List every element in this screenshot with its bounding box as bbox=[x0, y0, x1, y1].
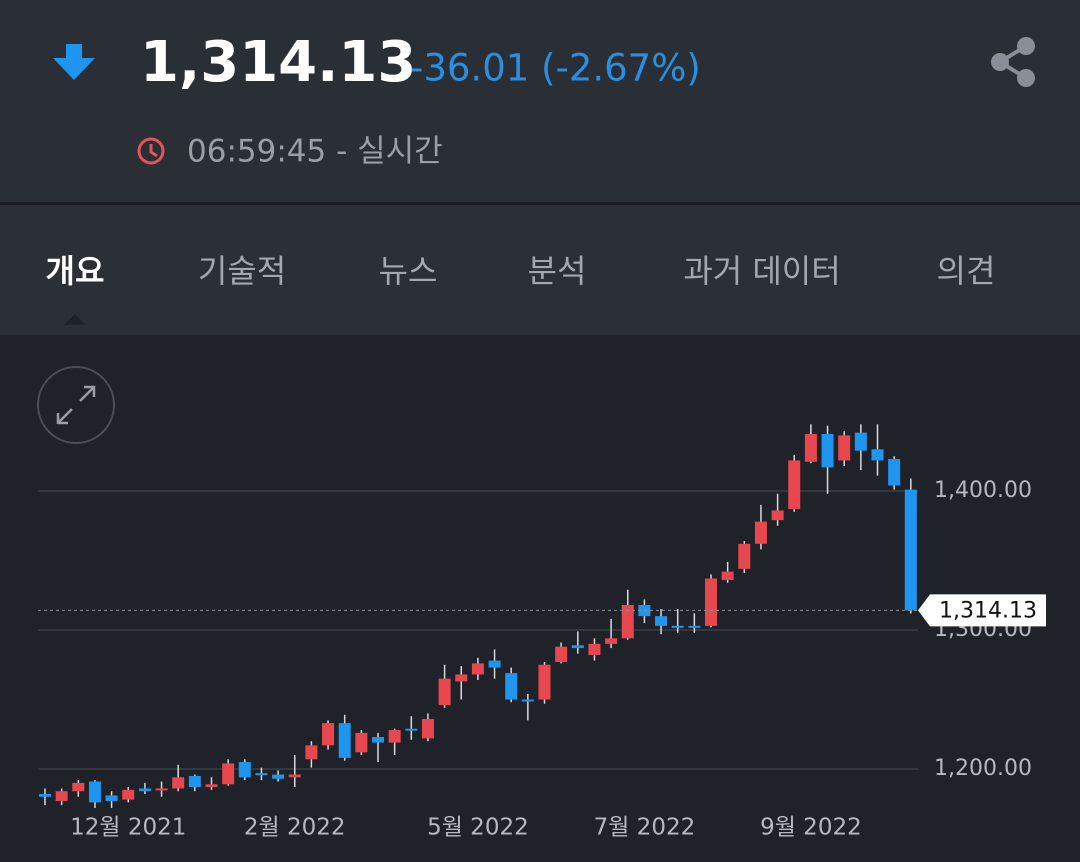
candle-body bbox=[854, 432, 867, 451]
candle-body bbox=[738, 543, 751, 569]
candle-body bbox=[521, 699, 534, 702]
candle-body bbox=[72, 782, 85, 792]
last-price-label: 1,314.13 bbox=[939, 598, 1037, 623]
candle-body bbox=[804, 434, 817, 462]
candle-body bbox=[771, 510, 784, 521]
candle-body bbox=[904, 489, 917, 611]
candle-body bbox=[238, 762, 251, 778]
active-tab-indicator bbox=[64, 314, 86, 325]
candle-body bbox=[172, 777, 185, 789]
candle-body bbox=[888, 459, 901, 486]
timestamp: 06:59:45 - 실시간 bbox=[187, 134, 443, 170]
clock-face bbox=[137, 137, 165, 165]
candle-body bbox=[421, 718, 434, 739]
candle-body bbox=[322, 723, 335, 746]
candle-body bbox=[455, 674, 468, 682]
tab[interactable]: 뉴스 bbox=[379, 252, 438, 290]
expand-arrows bbox=[56, 385, 96, 425]
candle-body bbox=[272, 774, 285, 779]
share-dot bbox=[991, 53, 1009, 71]
last-price-box bbox=[918, 594, 1046, 627]
candle-body bbox=[222, 763, 235, 785]
y-tick-label: 1,400.00 bbox=[934, 478, 1032, 503]
candle-body bbox=[138, 788, 151, 792]
candle-body bbox=[571, 645, 584, 649]
x-tick-label: 7월 2022 bbox=[594, 815, 696, 841]
candle-body bbox=[838, 435, 851, 461]
candle-body bbox=[488, 660, 501, 668]
tab[interactable]: 과거 데이터 bbox=[683, 252, 840, 290]
candle-body bbox=[305, 745, 318, 760]
candle-body bbox=[405, 728, 418, 731]
candle-body bbox=[39, 794, 51, 797]
candle-body bbox=[372, 737, 384, 743]
candle-body bbox=[671, 625, 684, 628]
expand-circle bbox=[37, 366, 115, 444]
x-tick-label: 5월 2022 bbox=[427, 815, 529, 841]
candle-body bbox=[821, 434, 834, 468]
candle-body bbox=[188, 775, 201, 788]
y-tick-label: 1,200.00 bbox=[934, 756, 1032, 781]
candle-body bbox=[438, 678, 451, 706]
candle-body bbox=[205, 784, 218, 788]
tab[interactable]: 개요 bbox=[46, 252, 105, 290]
candle-body bbox=[655, 616, 668, 626]
candle-body bbox=[754, 521, 767, 544]
candle-body bbox=[105, 795, 118, 801]
candle-body bbox=[621, 604, 634, 639]
candle-body bbox=[338, 723, 351, 758]
candle-body bbox=[255, 773, 268, 776]
candle-body bbox=[588, 643, 601, 656]
candle-body bbox=[471, 663, 484, 675]
candle-body bbox=[788, 460, 801, 510]
clock-hands bbox=[149, 144, 158, 158]
candle-body bbox=[155, 788, 168, 791]
expand-button[interactable] bbox=[37, 366, 115, 444]
price-change: -36.01 (-2.67%) bbox=[410, 47, 701, 90]
candle-body bbox=[721, 571, 734, 580]
price: 1,314.13 bbox=[140, 30, 416, 95]
x-tick-label: 9월 2022 bbox=[760, 815, 862, 841]
tab-bar bbox=[0, 205, 1080, 335]
tab[interactable]: 기술적 bbox=[198, 252, 286, 290]
candle-body bbox=[555, 646, 568, 662]
x-tick-label: 12월 2021 bbox=[70, 815, 186, 841]
candle-body bbox=[688, 625, 701, 628]
candle-body bbox=[355, 732, 368, 753]
candle-body bbox=[288, 774, 301, 778]
tab[interactable]: 분석 bbox=[528, 252, 587, 290]
candle-body bbox=[505, 673, 518, 700]
candle-body bbox=[605, 638, 618, 644]
candle-body bbox=[388, 730, 401, 743]
share-dot bbox=[1017, 69, 1035, 87]
candle-body bbox=[705, 578, 717, 626]
separator bbox=[0, 202, 1080, 205]
quote-header bbox=[0, 0, 1080, 202]
candle-body bbox=[538, 664, 551, 700]
clock-icon bbox=[137, 137, 165, 165]
x-tick-label: 2월 2022 bbox=[244, 815, 346, 841]
share-dot bbox=[1017, 37, 1035, 55]
tab[interactable]: 의견 bbox=[937, 252, 996, 290]
candle-body bbox=[871, 449, 884, 461]
candle-body bbox=[88, 781, 101, 803]
share-icon[interactable] bbox=[991, 37, 1035, 87]
down-arrow-icon bbox=[53, 44, 95, 80]
candle-body bbox=[122, 789, 135, 800]
candle-body bbox=[55, 791, 68, 801]
